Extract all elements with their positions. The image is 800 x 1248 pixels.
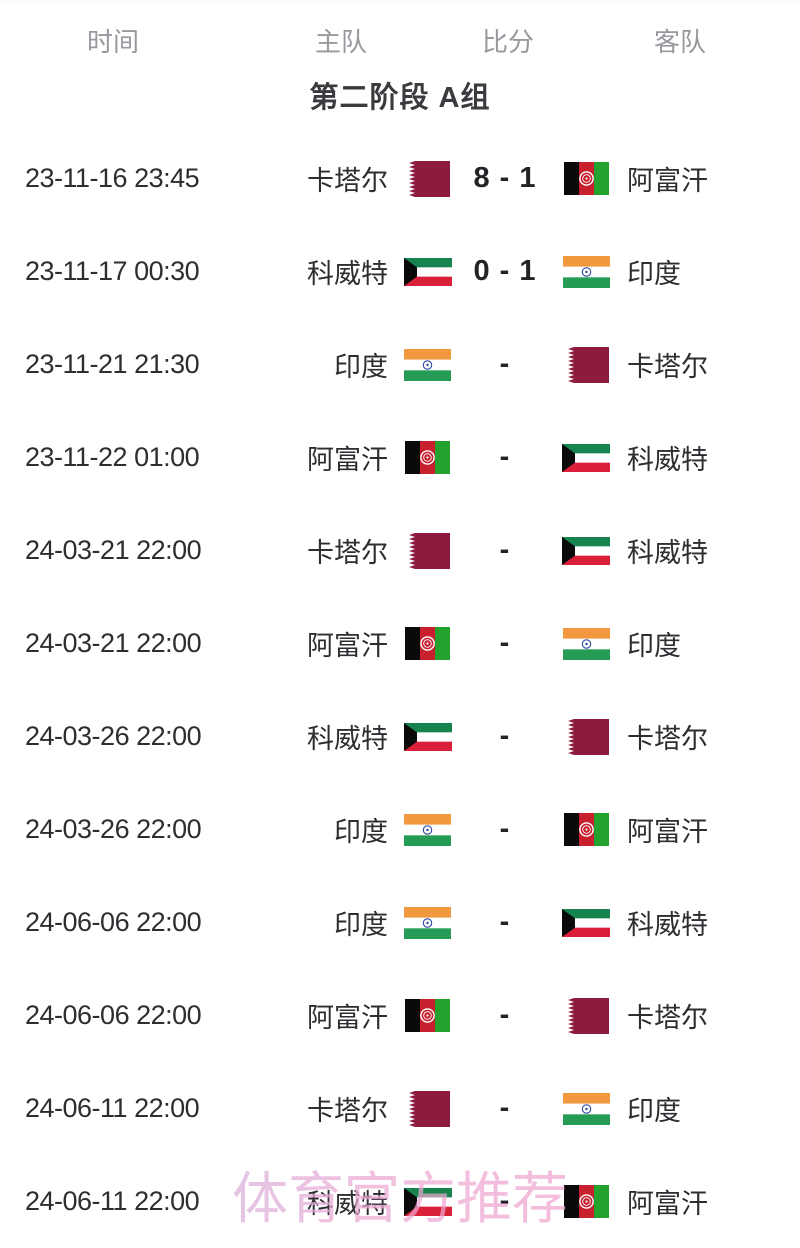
match-time: 23-11-22 01:00 xyxy=(25,442,200,472)
match-score: - xyxy=(499,720,511,752)
match-time: 23-11-21 21:30 xyxy=(25,349,200,379)
away-team-flag-icon xyxy=(555,1185,617,1218)
away-team-flag-icon xyxy=(555,444,617,472)
match-row[interactable]: 23-11-16 23:45 卡塔尔 8 - 1 阿富汗 xyxy=(0,132,800,225)
match-time: 24-06-06 22:00 xyxy=(25,907,202,937)
match-score: - xyxy=(499,1185,511,1217)
home-team-flag-icon xyxy=(400,533,455,569)
away-team-name: 科威特 xyxy=(627,445,708,475)
away-team-flag-icon xyxy=(555,909,617,937)
home-team-name: 阿富汗 xyxy=(307,445,388,475)
match-score: 0 - 1 xyxy=(473,255,537,287)
match-score: - xyxy=(499,1092,511,1124)
column-header-home: 主队 xyxy=(314,26,367,57)
home-team-flag-icon xyxy=(400,814,455,846)
home-team-name: 印度 xyxy=(334,352,388,382)
home-team-name: 科威特 xyxy=(307,259,388,289)
column-header-score: 比分 xyxy=(481,26,534,57)
away-team-name: 印度 xyxy=(627,631,681,661)
away-team-name: 科威特 xyxy=(627,538,708,568)
away-team-flag-icon xyxy=(555,162,617,195)
away-team-name: 阿富汗 xyxy=(627,1189,708,1219)
match-time: 23-11-16 23:45 xyxy=(25,163,200,193)
home-team-name: 卡塔尔 xyxy=(307,1096,388,1126)
away-team-flag-icon xyxy=(555,719,617,755)
match-score: - xyxy=(499,534,511,566)
home-team-flag-icon xyxy=(400,1091,455,1127)
home-team-flag-icon xyxy=(400,349,455,381)
home-team-flag-icon xyxy=(400,627,455,660)
home-team-flag-icon xyxy=(400,907,455,939)
home-team-name: 科威特 xyxy=(307,724,388,754)
away-team-flag-icon xyxy=(555,813,617,846)
column-header-time: 时间 xyxy=(86,26,139,57)
match-row[interactable]: 23-11-22 01:00 阿富汗 - 科威特 xyxy=(0,411,800,504)
home-team-name: 科威特 xyxy=(307,1189,388,1219)
match-time: 24-03-26 22:00 xyxy=(25,814,202,844)
home-team-name: 印度 xyxy=(334,910,388,940)
away-team-name: 卡塔尔 xyxy=(627,724,708,754)
match-score: - xyxy=(499,348,511,380)
home-team-name: 卡塔尔 xyxy=(307,538,388,568)
match-score: - xyxy=(499,441,511,473)
away-team-name: 阿富汗 xyxy=(627,166,708,196)
home-team-name: 阿富汗 xyxy=(307,631,388,661)
away-team-name: 印度 xyxy=(627,259,681,289)
match-row[interactable]: 24-06-11 22:00 卡塔尔 - 印度 xyxy=(0,1062,800,1155)
away-team-name: 阿富汗 xyxy=(627,817,708,847)
match-time: 24-06-06 22:00 xyxy=(25,1000,202,1030)
home-team-flag-icon xyxy=(400,441,455,474)
table-header: 时间 主队 比分 客队 xyxy=(0,4,800,68)
match-row[interactable]: 24-03-26 22:00 印度 - 阿富汗 xyxy=(0,783,800,876)
away-team-name: 卡塔尔 xyxy=(627,352,708,382)
match-row[interactable]: 24-06-11 22:00 科威特 - 阿富汗 xyxy=(0,1155,800,1248)
home-team-name: 印度 xyxy=(334,817,388,847)
match-list: 23-11-16 23:45 卡塔尔 8 - 1 阿富汗 23-11-17 00… xyxy=(0,132,800,1248)
away-team-flag-icon xyxy=(555,998,617,1034)
away-team-name: 卡塔尔 xyxy=(627,1003,708,1033)
match-score: - xyxy=(499,906,511,938)
away-team-flag-icon xyxy=(555,628,617,660)
match-time: 24-06-11 22:00 xyxy=(25,1093,200,1123)
match-row[interactable]: 24-06-06 22:00 印度 - 科威特 xyxy=(0,876,800,969)
match-time: 24-03-21 22:00 xyxy=(25,628,202,658)
away-team-flag-icon xyxy=(555,347,617,383)
home-team-flag-icon xyxy=(400,1188,455,1216)
match-score: 8 - 1 xyxy=(473,162,537,194)
match-row[interactable]: 24-03-26 22:00 科威特 - 卡塔尔 xyxy=(0,690,800,783)
column-header-away: 客队 xyxy=(653,26,706,57)
match-row[interactable]: 23-11-17 00:30 科威特 0 - 1 印度 xyxy=(0,225,800,318)
away-team-name: 科威特 xyxy=(627,910,708,940)
away-team-flag-icon xyxy=(555,256,617,288)
match-time: 23-11-17 00:30 xyxy=(25,256,200,286)
match-row[interactable]: 24-03-21 22:00 卡塔尔 - 科威特 xyxy=(0,504,800,597)
match-time: 24-06-11 22:00 xyxy=(25,1186,200,1216)
home-team-flag-icon xyxy=(400,723,455,751)
home-team-flag-icon xyxy=(400,258,455,286)
match-score: - xyxy=(499,813,511,845)
home-team-flag-icon xyxy=(400,161,455,197)
home-team-flag-icon xyxy=(400,999,455,1032)
match-score: - xyxy=(499,999,511,1031)
match-score: - xyxy=(499,627,511,659)
match-row[interactable]: 24-06-06 22:00 阿富汗 - 卡塔尔 xyxy=(0,969,800,1062)
match-time: 24-03-21 22:00 xyxy=(25,535,202,565)
away-team-name: 印度 xyxy=(627,1096,681,1126)
section-title: 第二阶段 A组 xyxy=(309,82,491,114)
away-team-flag-icon xyxy=(555,1093,617,1125)
match-row[interactable]: 24-03-21 22:00 阿富汗 - 印度 xyxy=(0,597,800,690)
away-team-flag-icon xyxy=(555,537,617,565)
match-time: 24-03-26 22:00 xyxy=(25,721,202,751)
home-team-name: 卡塔尔 xyxy=(307,166,388,196)
home-team-name: 阿富汗 xyxy=(307,1003,388,1033)
match-row[interactable]: 23-11-21 21:30 印度 - 卡塔尔 xyxy=(0,318,800,411)
